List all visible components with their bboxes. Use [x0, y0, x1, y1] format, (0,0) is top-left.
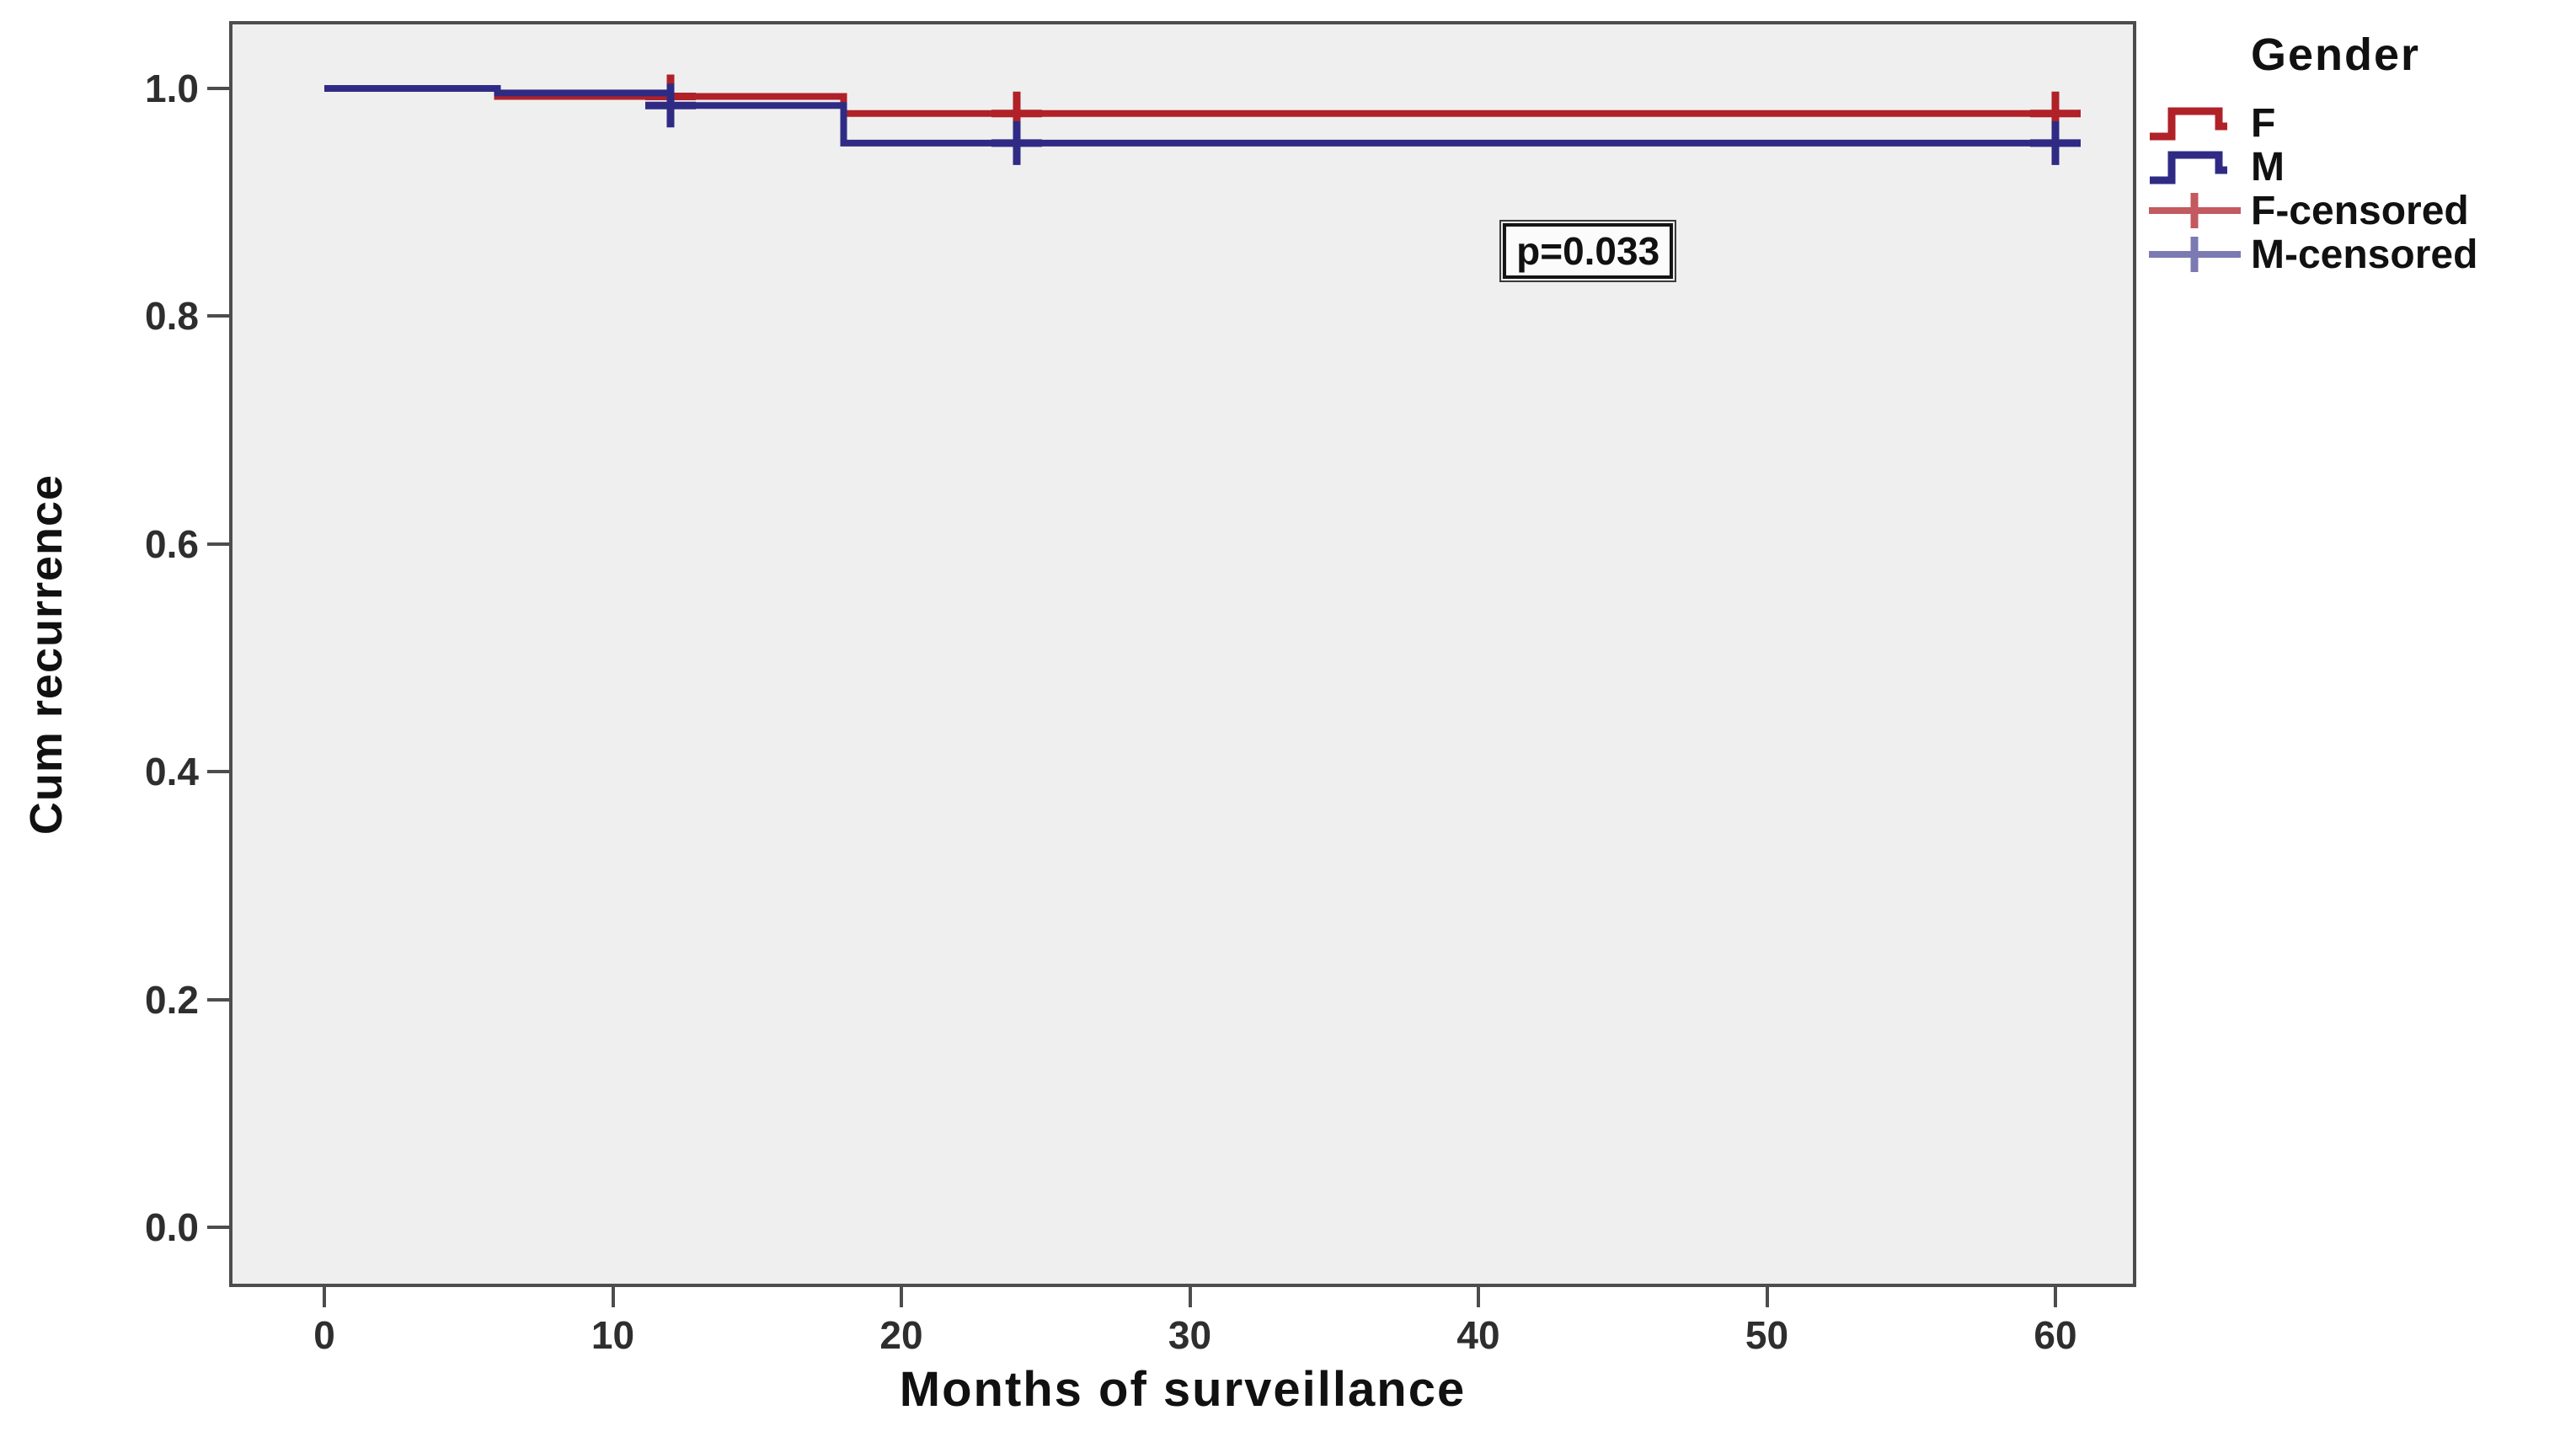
legend-item-label: M-censored — [2251, 232, 2478, 277]
legend-item-label: F — [2251, 100, 2276, 146]
legend: Gender F M F-censored M-censored — [2146, 29, 2478, 277]
y-tick-mark — [207, 87, 229, 90]
y-tick-mark — [207, 770, 229, 774]
y-tick-label: 0.4 — [145, 750, 199, 794]
x-axis-title: Months of surveillance — [899, 1362, 1467, 1417]
x-tick-mark — [1477, 1285, 1480, 1307]
x-tick-mark — [611, 1285, 615, 1307]
x-tick-mark — [900, 1285, 903, 1307]
legend-step-line-icon — [2150, 151, 2227, 184]
y-tick-label: 1.0 — [145, 67, 199, 110]
x-tick-mark — [1188, 1285, 1192, 1307]
x-tick-label: 50 — [1745, 1313, 1789, 1357]
x-tick-mark — [2054, 1285, 2057, 1307]
x-tick-label: 30 — [1168, 1313, 1212, 1357]
x-tick-mark — [323, 1285, 326, 1307]
legend-items: F M F-censored M-censored — [2146, 100, 2478, 277]
y-tick-label: 0.2 — [145, 977, 199, 1022]
legend-item-f: F — [2146, 100, 2477, 146]
legend-title: Gender — [2251, 29, 2421, 80]
x-tick-label: 10 — [591, 1313, 635, 1357]
legend-item-label: M — [2251, 144, 2285, 190]
legend-item-label: F-censored — [2251, 188, 2469, 233]
legend-step-line-icon — [2150, 107, 2227, 141]
p-value-annotation: p=0.033 — [1499, 220, 1677, 283]
legend-item-m: M — [2146, 144, 2477, 190]
legend-censor-plus-icon — [2149, 237, 2241, 272]
y-axis-title-wrap: Cum recurrence — [0, 21, 93, 1287]
x-tick-label: 60 — [2034, 1313, 2077, 1357]
x-tick-label: 0 — [313, 1313, 335, 1357]
y-tick-label: 0.0 — [145, 1205, 199, 1249]
legend-item-m-censored: M-censored — [2146, 232, 2478, 277]
y-tick-mark — [207, 997, 229, 1002]
plot-frame — [229, 21, 2136, 1287]
y-tick-mark — [207, 314, 229, 318]
y-tick-label: 0.6 — [145, 521, 199, 566]
legend-censor-plus-icon — [2149, 193, 2241, 228]
y-tick-label: 0.8 — [145, 294, 199, 339]
y-tick-mark — [207, 542, 229, 546]
plot-area — [229, 21, 2136, 1287]
y-tick-mark — [207, 1226, 229, 1229]
x-tick-label: 40 — [1456, 1313, 1500, 1357]
legend-item-f-censored: F-censored — [2146, 188, 2477, 233]
x-tick-mark — [1765, 1285, 1769, 1307]
x-tick-label: 20 — [879, 1313, 923, 1357]
